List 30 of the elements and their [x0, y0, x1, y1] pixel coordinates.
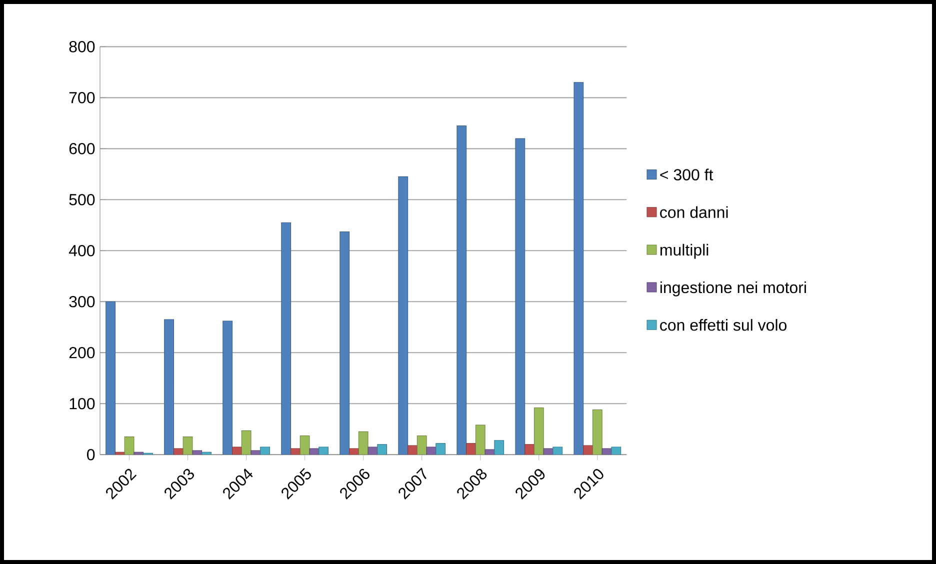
y-tick-label: 200	[69, 346, 95, 358]
bar	[436, 443, 446, 455]
legend-label: < 300 ft	[660, 168, 714, 180]
y-tick-label: 700	[69, 92, 95, 104]
bar	[222, 320, 233, 455]
bar	[398, 176, 408, 455]
bar	[494, 440, 504, 455]
y-tick-label: 400	[68, 244, 95, 256]
bar	[281, 222, 292, 455]
legend-label: con effetti sul volo	[660, 319, 786, 331]
y-tick-label: 0	[87, 448, 95, 460]
bar	[574, 82, 584, 455]
bar	[534, 407, 544, 455]
bar	[377, 444, 387, 455]
legend-label: con danni	[660, 206, 728, 218]
y-tick-label: 300	[69, 296, 95, 308]
bar	[524, 444, 534, 455]
bar	[164, 319, 174, 455]
bar	[456, 125, 467, 455]
y-tick-label: 100	[70, 398, 95, 410]
bar	[340, 232, 350, 455]
y-tick-label: 500	[69, 194, 95, 206]
bar	[592, 409, 602, 455]
y-tick-label: 600	[69, 142, 95, 154]
bar	[466, 443, 476, 455]
y-tick-label: 800	[69, 41, 95, 52]
legend-label: multipli	[660, 244, 708, 259]
bar	[106, 301, 116, 455]
bar	[515, 138, 526, 455]
legend-label: ingestione nei motori	[660, 281, 806, 296]
